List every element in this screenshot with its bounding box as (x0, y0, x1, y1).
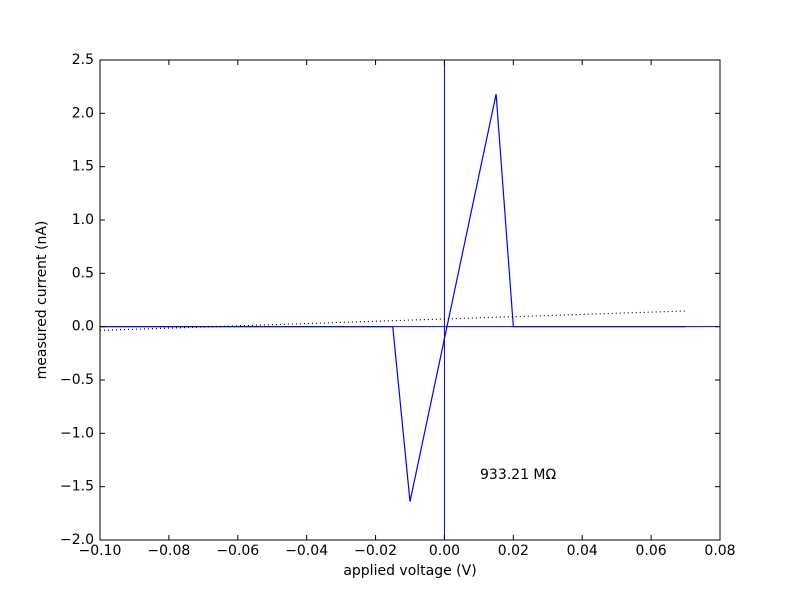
y-tick-label: 2.0 (72, 105, 94, 121)
x-tick-label: 0.02 (498, 543, 529, 559)
y-tick-label: 0.0 (72, 319, 94, 335)
x-tick-label: −0.04 (285, 543, 328, 559)
data-line (99, 310, 686, 331)
x-tick-label: −0.08 (147, 543, 190, 559)
y-tick-label: −1.5 (60, 479, 94, 495)
annotation: 933.21 MΩ (480, 467, 557, 483)
data-line (100, 94, 686, 502)
y-tick-label: 0.5 (72, 265, 94, 281)
y-tick-label: −1.0 (60, 425, 94, 441)
y-tick-label: 1.5 (72, 159, 94, 175)
y-tick-label: 2.5 (72, 52, 94, 68)
x-tick-label: 0.06 (636, 543, 667, 559)
y-tick-label: 1.0 (72, 212, 94, 228)
y-tick-label: −0.5 (60, 372, 94, 388)
x-tick-label: −0.10 (79, 543, 122, 559)
x-tick-label: −0.02 (354, 543, 397, 559)
plot-frame (99, 59, 721, 541)
y-tick-label: −2.0 (60, 532, 94, 548)
x-tick-label: 0.00 (429, 543, 460, 559)
y-axis-label: measured current (nA) (34, 221, 50, 380)
x-tick-label: −0.06 (216, 543, 259, 559)
x-tick-label: 0.08 (704, 543, 735, 559)
x-tick-label: 0.04 (567, 543, 598, 559)
x-axis-label: applied voltage (V) (343, 563, 476, 579)
